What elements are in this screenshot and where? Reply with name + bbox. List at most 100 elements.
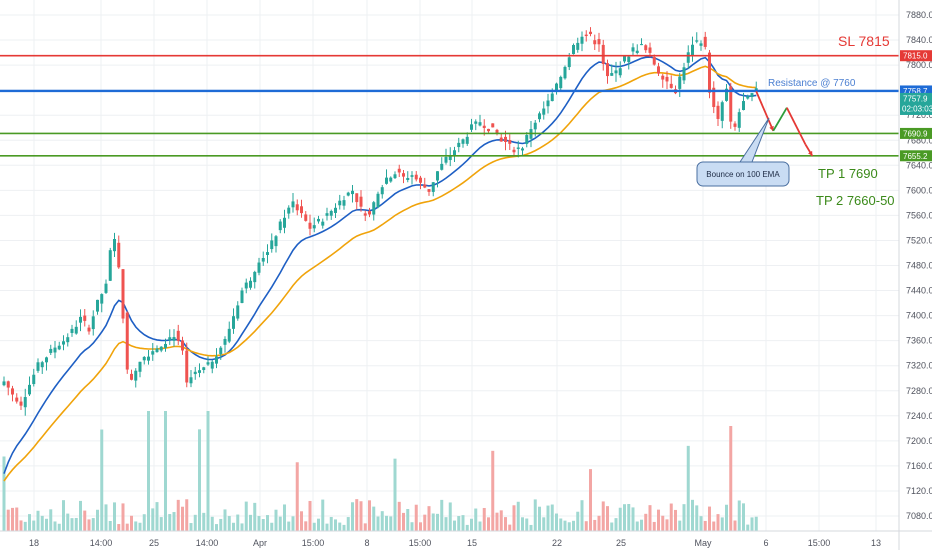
- volume-bar: [100, 429, 104, 531]
- y-tick-label: 7240.0: [906, 411, 932, 421]
- candle-body: [104, 283, 108, 293]
- candle-body: [295, 204, 299, 211]
- volume-bar: [295, 462, 299, 531]
- projection-segment: [772, 107, 788, 132]
- candle-body: [406, 178, 410, 181]
- y-tick-label: 7640.0: [906, 160, 932, 170]
- volume-bar: [164, 411, 167, 531]
- volume-bar: [567, 522, 571, 531]
- candle-body: [436, 171, 439, 181]
- svg-text:7815.0: 7815.0: [903, 52, 928, 61]
- volume-bar: [533, 499, 537, 531]
- volume-bar: [142, 514, 146, 531]
- candle-body: [678, 76, 682, 89]
- candle-body: [142, 356, 146, 361]
- candle-body: [533, 122, 537, 130]
- volume-bar: [232, 522, 235, 531]
- y-tick-label: 7880.0: [906, 10, 932, 20]
- volume-bar: [321, 499, 325, 531]
- x-tick-label: 14:00: [90, 538, 113, 548]
- y-tick-label: 7440.0: [906, 286, 932, 296]
- candle-body: [45, 357, 48, 363]
- candle-body: [181, 340, 184, 351]
- volume-bar: [431, 513, 435, 531]
- volume-bar: [355, 499, 359, 531]
- volume-bar: [79, 500, 82, 531]
- candle-body: [703, 36, 707, 47]
- volume-bar: [147, 411, 150, 531]
- candle-body: [695, 40, 699, 42]
- volume-bar: [151, 508, 155, 531]
- candle-body: [261, 257, 265, 262]
- volume-bar: [134, 521, 138, 531]
- volume-bar: [45, 518, 48, 531]
- candle-body: [397, 168, 401, 173]
- candle-body: [482, 125, 486, 129]
- volume-bar: [376, 516, 380, 531]
- candle-body: [737, 112, 741, 128]
- volume-bar: [202, 512, 206, 531]
- volume-bar: [363, 523, 367, 531]
- candle-body: [725, 88, 728, 101]
- volume-bar: [155, 502, 159, 531]
- volume-bar: [240, 523, 244, 531]
- candle-body: [610, 73, 614, 76]
- candle-body: [491, 123, 495, 128]
- volume-bar: [28, 514, 31, 531]
- volume-bar: [427, 506, 431, 531]
- volume-bar: [746, 524, 750, 531]
- candle-body: [618, 68, 622, 76]
- volume-bar: [130, 515, 133, 531]
- candle-body: [32, 374, 36, 385]
- volume-bar: [338, 522, 342, 531]
- x-tick-label: 22: [552, 538, 562, 548]
- candle-body: [597, 39, 601, 45]
- candle-body: [478, 122, 482, 126]
- volume-bar: [686, 445, 690, 531]
- candle-body: [291, 201, 295, 208]
- candle-body: [716, 105, 720, 119]
- candle-body: [164, 343, 167, 348]
- candle-body: [733, 123, 737, 127]
- volume-bar: [15, 507, 19, 531]
- volume-bar: [495, 512, 499, 531]
- volume-bar: [189, 523, 193, 531]
- y-tick-label: 7680.0: [906, 135, 932, 145]
- volume-bar: [287, 521, 291, 531]
- candle-body: [363, 213, 367, 216]
- time-axis: 18 14:00 25 14:00 Apr 15:00 8 15:00 15 22 25 May 6 15…: [0, 530, 932, 548]
- volume-bar: [508, 524, 512, 531]
- volume-bar: [2, 456, 6, 531]
- candle-body: [746, 96, 750, 99]
- volume-bar: [57, 523, 61, 531]
- volume-bar: [559, 518, 563, 531]
- candle-body: [287, 207, 291, 214]
- candle-body: [19, 401, 23, 406]
- price-tags: 7815.0 7758.7 7757.9 02:03:03 7690.9 765…: [900, 50, 932, 162]
- volume-bar: [695, 505, 699, 531]
- candle-body: [376, 193, 380, 208]
- volume-bar: [215, 524, 218, 531]
- y-tick-label: 7840.0: [906, 35, 932, 45]
- candle-body: [66, 337, 70, 343]
- candle-body: [308, 222, 312, 229]
- candle-body: [62, 341, 65, 345]
- candle-body: [278, 221, 282, 231]
- candle-body: [253, 271, 257, 283]
- volume-bar: [113, 502, 116, 531]
- candle-body: [121, 269, 125, 319]
- svg-text:7757.9: 7757.9: [903, 94, 928, 103]
- volume-bar: [750, 517, 754, 531]
- candle-body: [431, 182, 435, 192]
- candle-body: [444, 156, 448, 163]
- candle-body: [283, 217, 286, 228]
- candle-body: [346, 192, 350, 196]
- volume-bar: [708, 506, 711, 531]
- y-tick-label: 7160.0: [906, 461, 932, 471]
- candle-body: [134, 370, 138, 381]
- volume-bar: [23, 521, 27, 531]
- callout: Bounce on 100 EMA: [696, 117, 790, 187]
- volume-bar: [83, 510, 87, 531]
- volume-bar: [266, 515, 269, 531]
- candle-body: [635, 50, 639, 53]
